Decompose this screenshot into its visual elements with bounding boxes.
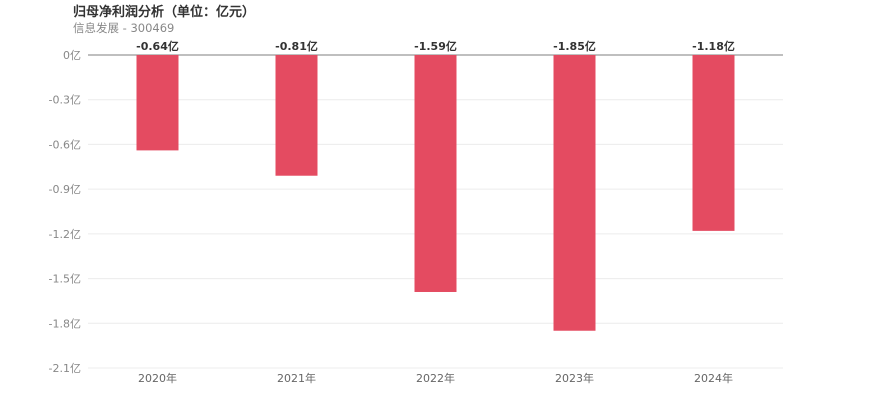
data-labels: -0.64亿 -0.81亿 -1.59亿 -1.85亿 -1.18亿	[136, 39, 735, 53]
data-label: -0.81亿	[275, 39, 318, 53]
bar[interactable]	[275, 55, 318, 176]
chart-title: 归母净利润分析（单位：亿元）	[73, 5, 256, 20]
bar[interactable]	[553, 55, 596, 331]
chart-subtitle: 信息发展 - 300469	[73, 21, 175, 35]
y-tick-label: 0亿	[63, 49, 81, 62]
y-tick-label: -1.5亿	[49, 273, 81, 286]
x-tick-label: 2024年	[694, 371, 733, 385]
y-tick-label: -0.9亿	[49, 183, 81, 196]
data-label: -0.64亿	[136, 39, 179, 53]
bar[interactable]	[692, 55, 735, 231]
y-tick-label: -0.3亿	[49, 94, 81, 107]
bar[interactable]	[414, 55, 457, 292]
y-tick-label: -1.2亿	[49, 228, 81, 241]
x-tick-label: 2021年	[277, 371, 316, 385]
x-tick-label: 2020年	[138, 371, 177, 385]
data-label: -1.59亿	[414, 39, 457, 53]
x-tick-label: 2022年	[416, 371, 455, 385]
bar[interactable]	[136, 55, 179, 151]
x-tick-label: 2023年	[555, 371, 594, 385]
grid-lines	[88, 54, 783, 369]
x-axis: 2020年 2021年 2022年 2023年 2024年	[138, 371, 733, 385]
data-label: -1.18亿	[692, 39, 735, 53]
y-axis: 0亿 -0.3亿 -0.6亿 -0.9亿 -1.2亿 -1.5亿 -1.8亿 -2.1亿	[49, 49, 81, 375]
bars	[136, 55, 735, 331]
data-label: -1.85亿	[553, 39, 596, 53]
y-tick-label: -1.8亿	[49, 317, 81, 330]
y-tick-label: -2.1亿	[49, 362, 81, 375]
y-tick-label: -0.6亿	[49, 138, 81, 151]
